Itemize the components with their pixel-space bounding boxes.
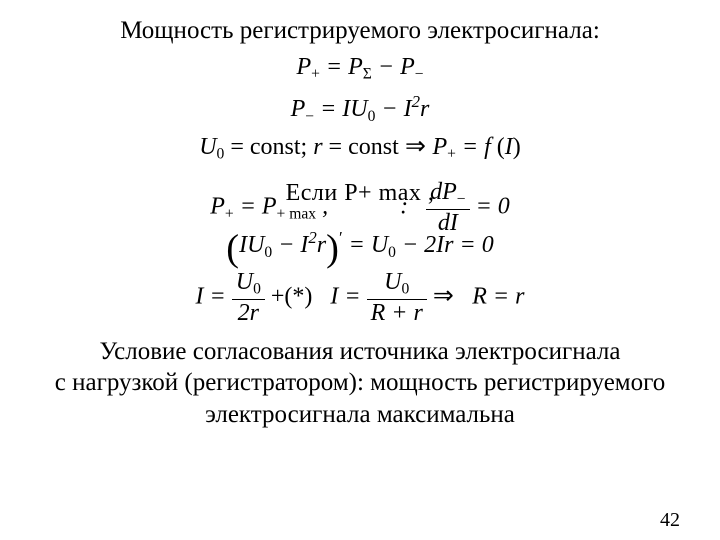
page-number: 42 [660, 509, 680, 532]
sym-P-minus: P− [400, 54, 423, 80]
implies-icon: ⇒ [399, 133, 433, 160]
frac-U0-2r: U0 2r [232, 270, 265, 326]
conclusion-line-3: электросигнала максимальна [30, 399, 690, 430]
reference-star: +(*) [271, 283, 319, 309]
equation-constants: U0 = const; r = const ⇒ P+ = f (I) [30, 133, 690, 164]
slide-title: Мощность регистрируемого электросигнала: [30, 16, 690, 46]
implies-icon: ⇒ [433, 282, 460, 309]
sym-P-plus: P+ [296, 54, 319, 80]
frac-U0-Rr: U0 R + r [367, 270, 427, 326]
frac-dPminus-dI: dP− dI [426, 180, 469, 236]
slide-root: Мощность регистрируемого электросигнала:… [0, 0, 720, 540]
conclusion-line-2: с нагрузкой (регистратором): мощность ре… [30, 367, 690, 398]
conclusion-line-1: Условие согласования источника электроси… [30, 336, 690, 367]
equation-power-balance: P+ = PΣ − P− [30, 54, 690, 84]
conclusion-text: Условие согласования источника электроси… [30, 336, 690, 430]
equation-loss-power: P− = IU0 − I2r [30, 92, 690, 126]
sym-P-sigma: PΣ [348, 54, 372, 80]
condition-front-formula: P+ = P+ max , : dP− dI = 0 [30, 180, 690, 236]
equation-max-condition: Если P+ max , P+ = P+ max , : dP− dI = 0 [30, 172, 690, 218]
equation-result: I = U0 2r +(*) I = U0 R + r ⇒ R = r [30, 270, 690, 326]
